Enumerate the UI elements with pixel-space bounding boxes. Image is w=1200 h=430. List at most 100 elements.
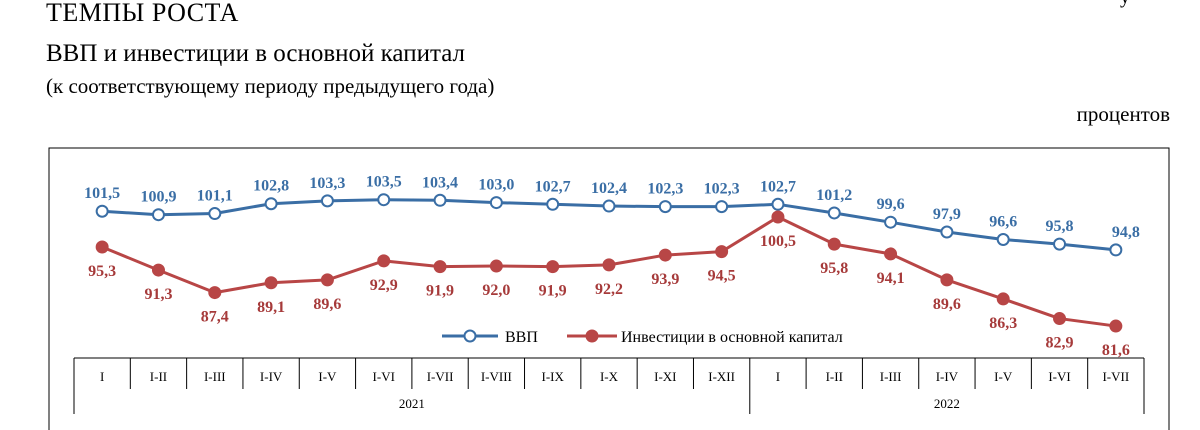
investment-point [264,276,278,290]
investment-data-label: 87,4 [201,309,229,326]
investment-data-label: 94,5 [708,268,736,285]
gdp-point [208,207,222,221]
legend-gdp-marker [463,329,477,343]
gdp-data-label: 96,6 [989,214,1017,231]
gdp-data-label: 102,7 [535,178,571,195]
legend: ВВП Инвестиции в основной капитал [442,329,843,346]
x-tick-label: I-VI [1048,369,1070,384]
gdp-point [996,233,1010,247]
investment-data-label: 95,8 [820,260,848,277]
investment-point [602,258,616,272]
gdp-point [151,208,165,222]
legend-investment-marker [585,329,599,343]
investment-point [433,260,447,274]
gdp-point [884,215,898,229]
gdp-data-label: 103,0 [478,177,514,194]
year-label: 2022 [934,396,960,411]
legend-investment-label: Инвестиции в основной капитал [621,329,843,346]
gdp-data-label: 103,5 [366,174,402,191]
investment-data-label: 100,5 [760,233,796,250]
investment-point [377,254,391,268]
investment-point [884,247,898,261]
gdp-point [827,206,841,220]
investment-data-label: 89,6 [313,296,341,313]
investment-data-label: 92,2 [595,281,623,298]
x-tick-label: I-IV [260,369,283,384]
category-axis-table: I I-II I-III I-IV I-V I-VI I-VII I-VIII I-IX I-X I… [73,357,1145,414]
gdp-point [602,199,616,213]
gdp-point [433,193,447,207]
gdp-data-label: 100,9 [140,189,176,206]
gdp-point [320,194,334,208]
x-tick-label: I-VII [427,369,454,384]
investment-point [320,273,334,287]
gdp-data-label: 95,8 [1046,218,1074,235]
investment-point [996,292,1010,306]
gdp-data-label: 102,3 [647,181,683,198]
investment-point [827,237,841,251]
investment-point [489,259,503,273]
investment-data-label: 92,0 [482,282,510,299]
gdp-point [95,204,109,218]
investment-point [208,286,222,300]
investment-point [1109,319,1123,333]
investment-data-label: 82,9 [1046,335,1074,352]
x-tick-label: I-V [994,369,1013,384]
x-tick-label: I-II [826,369,843,384]
investment-point [1053,312,1067,326]
gdp-data-label: 102,4 [591,180,627,197]
investment-data-label: 94,1 [877,270,905,287]
gdp-data-label: 103,3 [309,175,345,192]
x-tick-label: I-V [318,369,337,384]
gdp-data-label: 97,9 [933,206,961,223]
investment-point [940,273,954,287]
x-tick-label: I-VIII [481,369,512,384]
x-tick-label: I-X [600,369,619,384]
gdp-point [264,197,278,211]
gdp-point [715,200,729,214]
gdp-point [546,197,560,211]
gdp-data-label: 101,2 [816,187,852,204]
gdp-point [1109,243,1123,257]
x-tick-label: I-III [880,369,902,384]
investment-data-label: 93,9 [651,271,679,288]
investment-data-label: 86,3 [989,315,1017,332]
investment-point [151,263,165,277]
gdp-point [771,197,785,211]
investment-point [95,240,109,254]
gdp-data-label: 99,6 [877,196,905,213]
section-title: ТЕМПЫ РОСТА [46,0,239,27]
gdp-point [940,225,954,239]
series-layer: 101,5 100,9 101,1 102,8 103,3 103,5 103,4 103,0… [84,174,1140,359]
x-tick-label: I-VI [373,369,395,384]
x-tick-label: I-XII [708,369,735,384]
investment-point [771,210,785,224]
gdp-point [489,196,503,210]
investment-data-label: 91,3 [144,286,172,303]
x-tick-label: I-IV [936,369,959,384]
investment-data-label: 89,1 [257,299,285,316]
investment-point [546,260,560,274]
gdp-data-label: 103,4 [422,174,458,191]
gdp-data-label: 102,7 [760,178,796,195]
investment-data-label: 91,9 [539,283,567,300]
gdp-data-label: 102,8 [253,178,289,195]
page-corner-mark: у [1120,0,1130,9]
chart-frame [48,147,1170,430]
chart-title: ВВП и инвестиции в основной капитал [46,40,465,67]
gdp-point [1053,237,1067,251]
x-tick-label: I [776,369,780,384]
x-tick-label: I-VII [1102,369,1129,384]
investment-data-label: 89,6 [933,296,961,313]
units-label: процентов [1076,102,1170,126]
year-label: 2021 [399,396,425,411]
x-tick-label: I-XI [654,369,676,384]
legend-gdp-label: ВВП [505,329,538,346]
investment-data-label: 95,3 [88,263,116,280]
gdp-point [377,193,391,207]
x-tick-label: I-III [204,369,226,384]
x-tick-label: I-IX [541,369,564,384]
investment-point [658,248,672,262]
gdp-data-label: 94,8 [1112,224,1140,241]
